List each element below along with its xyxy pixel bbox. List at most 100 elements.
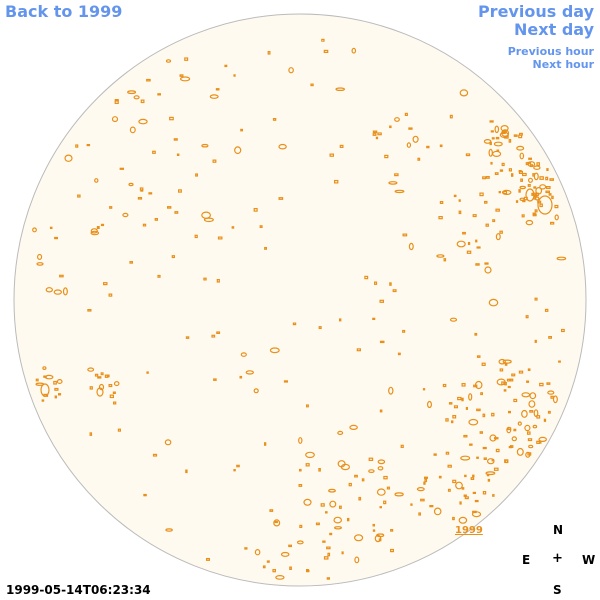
contour-mark — [485, 223, 489, 227]
contour-loop — [53, 289, 63, 295]
contour-loop — [468, 418, 479, 426]
contour-loop — [275, 575, 285, 580]
contour-mark — [386, 486, 390, 490]
contour-loop — [519, 152, 525, 160]
year-1999-link[interactable]: 1999 — [455, 525, 483, 536]
contour-loop — [138, 118, 148, 125]
contour-mark — [404, 112, 408, 117]
contour-mark — [487, 478, 491, 482]
contour-mark — [321, 38, 325, 42]
contour-loop — [436, 254, 445, 258]
contour-mark — [323, 556, 329, 560]
contour-mark — [361, 478, 365, 482]
contour-mark — [483, 457, 487, 460]
contour-loop — [500, 125, 509, 132]
contour-mark — [422, 388, 426, 391]
contour-loop — [552, 395, 558, 404]
contour-mark — [87, 309, 92, 312]
contour-mark — [458, 199, 461, 202]
contour-loop — [90, 228, 98, 234]
contour-mark — [102, 282, 108, 286]
contour-loop — [296, 540, 304, 545]
contour-mark — [320, 503, 325, 507]
contour-mark — [157, 93, 161, 96]
contour-mark — [513, 398, 518, 403]
contour-mark — [529, 164, 533, 167]
contour-loop — [201, 143, 209, 148]
contour-mark — [394, 173, 399, 177]
contour-mark — [216, 331, 221, 334]
next-day-link[interactable]: Next day — [514, 20, 594, 39]
next-hour-link[interactable]: Next hour — [532, 58, 595, 71]
contour-loop — [340, 463, 350, 471]
contour-loop — [458, 516, 468, 524]
compass-east: E — [522, 553, 531, 567]
contour-mark — [539, 382, 544, 387]
contour-mark — [489, 120, 494, 123]
contour-loop — [538, 436, 548, 442]
contour-loop — [388, 386, 394, 395]
contour-loop — [525, 219, 534, 226]
contour-mark — [326, 577, 330, 580]
contour-loop — [474, 380, 483, 390]
contour-loop — [493, 141, 503, 147]
contour-loop — [303, 498, 312, 506]
previous-day-link[interactable]: Previous day — [477, 2, 594, 21]
contour-mark — [474, 332, 478, 336]
contour-loop — [269, 347, 280, 354]
contour-mark — [323, 49, 329, 54]
contour-loop — [337, 430, 344, 435]
contour-mark — [402, 329, 406, 333]
contour-mark — [278, 197, 284, 200]
contour-mark — [466, 250, 472, 254]
contour-mark — [463, 434, 468, 438]
contour-mark — [452, 415, 457, 419]
contour-mark — [318, 468, 321, 472]
contour-loop — [449, 317, 458, 322]
contour-loop — [329, 500, 337, 508]
back-to-year-link[interactable]: Back to 1999 — [5, 2, 123, 21]
contour-loop — [488, 298, 499, 307]
compass-south: S — [553, 583, 562, 597]
contour-mark — [543, 418, 547, 422]
previous-hour-link[interactable]: Previous hour — [507, 45, 594, 58]
compass-center: + — [552, 551, 563, 566]
contour-mark — [146, 371, 149, 374]
contour-mark — [253, 208, 258, 212]
contour-mark — [339, 318, 342, 322]
contour-loop — [209, 94, 219, 99]
contour-mark — [195, 173, 198, 177]
contour-mark — [479, 431, 484, 434]
contour-mark — [546, 382, 551, 385]
contour-mark — [558, 360, 561, 363]
contour-mark — [426, 145, 430, 149]
contour-mark — [272, 568, 277, 573]
contour-loop — [354, 534, 364, 542]
contour-mark — [476, 408, 481, 412]
contour-mark — [424, 476, 429, 479]
contour-mark — [402, 233, 408, 237]
contour-mark — [310, 83, 314, 87]
contour-loop — [388, 181, 398, 185]
contour-loop — [234, 146, 242, 155]
contour-mark — [533, 186, 537, 189]
contour-loop — [456, 240, 466, 248]
contour-mark — [264, 247, 268, 250]
contour-mark — [54, 236, 59, 240]
contour-mark — [306, 404, 309, 408]
contour-mark — [174, 211, 179, 214]
contour-loop — [129, 126, 136, 134]
contour-mark — [119, 167, 124, 170]
contour-mark — [506, 378, 512, 382]
contour-mark — [502, 131, 506, 135]
contour-mark — [89, 386, 93, 390]
contour-mark — [545, 186, 551, 190]
contour-mark — [129, 261, 134, 264]
contour-loop — [483, 138, 492, 144]
contour-loop — [40, 383, 50, 397]
contour-loop — [524, 424, 531, 432]
contour-mark — [379, 506, 383, 509]
contour-mark — [94, 373, 99, 377]
solar-disk — [13, 13, 587, 587]
contour-mark — [272, 117, 277, 121]
